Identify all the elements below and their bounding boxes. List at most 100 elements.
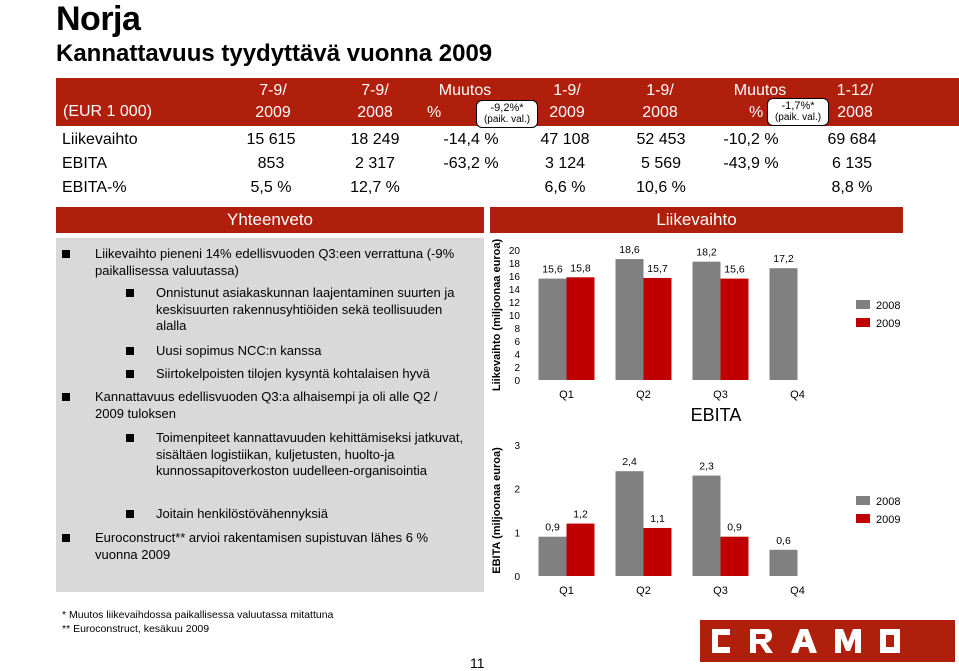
header-col-7: 1-12/ 2008 — [800, 80, 910, 124]
row-label: EBITA — [62, 155, 108, 172]
y-tick-label: 3 — [514, 441, 520, 452]
footnote-1: * Muutos liikevaihdossa paikallisessa va… — [62, 609, 334, 621]
header-col-3-line1: Muutos — [438, 82, 492, 99]
bullet-square-icon — [62, 534, 70, 542]
bar-2009 — [720, 278, 749, 380]
y-tick-label: 8 — [514, 324, 520, 335]
data-label: 17,2 — [773, 253, 794, 265]
legend-label: 2008 — [876, 300, 900, 312]
cell: 853 — [257, 155, 285, 172]
legend-swatch — [856, 496, 870, 505]
y-tick-label: 16 — [509, 272, 521, 283]
row-label: Liikevaihto — [62, 131, 138, 148]
header-col-1-line1: 7-9/ — [259, 82, 287, 99]
table-row: EBITA-% 5,5 % 12,7 % 6,6 % 10,6 % 8,8 % — [56, 176, 959, 200]
bullet-text: Kannattavuus edellisvuoden Q3:a alhaisem… — [95, 389, 438, 421]
bar-2009 — [643, 277, 672, 380]
header-col-6-line1: Muutos — [733, 82, 787, 99]
cell: -63,2 % — [443, 155, 499, 172]
logo-letters — [712, 629, 900, 653]
bullet-text: Liikevaihto pieneni 14% edellisvuoden Q3… — [95, 246, 455, 278]
chart-title: EBITA — [691, 405, 742, 425]
bullet-1: Liikevaihto pieneni 14% edellisvuoden Q3… — [62, 246, 478, 279]
bullet-2-2: Joitain henkilöstövähennyksiä — [126, 506, 476, 523]
table-row: Liikevaihto 15 615 18 249 -14,4 % 47 108… — [56, 128, 959, 152]
header-col-2-line2: 2008 — [357, 104, 393, 121]
data-label: 1,1 — [650, 513, 665, 525]
x-tick-label: Q3 — [713, 585, 728, 597]
cell: 5,5 % — [250, 179, 292, 196]
data-label: 15,8 — [570, 262, 591, 274]
cell: 5 569 — [640, 155, 682, 172]
cell: 2 317 — [354, 155, 396, 172]
header-col-3: Muutos % — [415, 80, 515, 124]
bar-2009 — [566, 277, 595, 380]
bar-2008 — [538, 278, 567, 380]
bullet-2-1: Toimenpiteet kannattavuuden kehittämisek… — [126, 430, 471, 480]
bullet-square-icon — [126, 347, 134, 355]
x-tick-label: Q1 — [559, 585, 574, 597]
bullet-3: Euroconstruct** arvioi rakentamisen supi… — [62, 530, 478, 563]
page-number: 11 — [470, 655, 485, 671]
bullet-text: Siirtokelpoisten tilojen kysyntä kohtala… — [156, 366, 430, 381]
y-tick-label: 10 — [509, 311, 521, 322]
bullet-text: Uusi sopimus NCC:n kanssa — [156, 343, 322, 358]
revenue-section-title: Liikevaihto — [490, 207, 903, 233]
data-label: 18,6 — [619, 244, 640, 256]
cell: 10,6 % — [636, 179, 686, 196]
bullet-square-icon — [62, 250, 70, 258]
y-tick-label: 18 — [509, 259, 521, 270]
callout-1-value: -9,2%* — [490, 102, 524, 114]
cell: -10,2 % — [723, 131, 779, 148]
x-tick-label: Q2 — [636, 389, 651, 401]
header-col-3-line2: % — [427, 104, 442, 121]
bar-2008 — [769, 268, 798, 380]
y-tick-label: 0 — [514, 376, 520, 387]
y-tick-label: 2 — [514, 363, 520, 374]
bar-2009 — [720, 536, 749, 576]
x-tick-label: Q1 — [559, 389, 574, 401]
data-label: 2,4 — [622, 456, 637, 468]
data-label: 15,7 — [647, 263, 668, 275]
cell: 3 124 — [544, 155, 586, 172]
cell: -14,4 % — [443, 131, 499, 148]
cell: -43,9 % — [723, 155, 779, 172]
data-label: 15,6 — [542, 264, 563, 276]
local-currency-callout-2: -1,7%* (paik. val.) — [767, 98, 829, 126]
bar-2008 — [692, 475, 721, 576]
x-tick-label: Q4 — [790, 585, 805, 597]
legend-label: 2008 — [876, 496, 900, 508]
data-label: 0,9 — [727, 522, 742, 534]
header-col-7-line1: 1-12/ — [836, 82, 874, 99]
bar-2008 — [615, 471, 644, 576]
y-tick-label: 14 — [509, 285, 521, 296]
header-col-7-line2: 2008 — [837, 104, 873, 121]
bullet-text: Joitain henkilöstövähennyksiä — [156, 506, 328, 521]
data-label: 0,9 — [545, 522, 560, 534]
cramo-logo — [700, 620, 955, 662]
cell: 52 453 — [636, 131, 686, 148]
row-label: EBITA-% — [62, 179, 127, 196]
summary-section-title: Yhteenveto — [56, 207, 484, 233]
cell: 8,8 % — [831, 179, 873, 196]
legend-label: 2009 — [876, 318, 900, 330]
table-row: EBITA 853 2 317 -63,2 % 3 124 5 569 -43,… — [56, 152, 959, 176]
header-col-5-line1: 1-9/ — [646, 82, 674, 99]
data-label: 18,2 — [696, 247, 717, 259]
header-col-5: 1-9/ 2008 — [605, 80, 715, 124]
y-axis-label: EBITA (miljoonaa euroa) — [491, 447, 503, 574]
header-col-5-line2: 2008 — [642, 104, 678, 121]
cell: 47 108 — [540, 131, 590, 148]
local-currency-callout-1: -9,2%* (paik. val.) — [476, 100, 538, 128]
x-tick-label: Q4 — [790, 389, 805, 401]
legend-swatch — [856, 300, 870, 309]
x-tick-label: Q2 — [636, 585, 651, 597]
bar-2009 — [566, 523, 595, 576]
cell: 69 684 — [827, 131, 877, 148]
y-tick-label: 6 — [514, 337, 520, 348]
legend-swatch — [856, 318, 870, 327]
bar-2008 — [538, 536, 567, 576]
header-col-1: 7-9/ 2009 — [218, 80, 328, 124]
bullet-2: Kannattavuus edellisvuoden Q3:a alhaisem… — [62, 389, 478, 422]
y-tick-label: 12 — [509, 298, 521, 309]
